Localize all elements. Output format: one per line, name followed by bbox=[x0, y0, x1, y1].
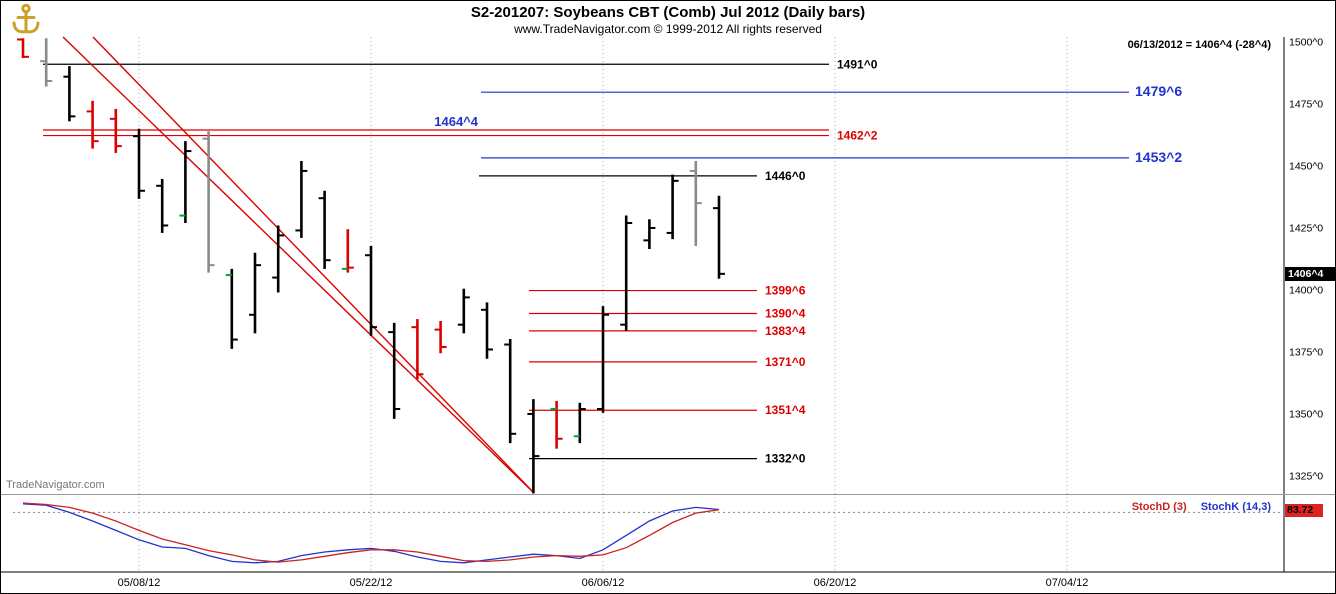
trendline[interactable] bbox=[92, 36, 535, 494]
stochastic-value-badge: 83.72 bbox=[1285, 504, 1323, 517]
level-label: 1462^2 bbox=[837, 129, 878, 143]
last-quote-readout: 06/13/2012 = 1406^4 (-28^4) bbox=[1127, 39, 1271, 51]
stochastic-legend: StochD (3) StochK (14,3) bbox=[1132, 501, 1271, 513]
level-label: 1399^6 bbox=[765, 284, 806, 298]
price-tick-label: 1400^0 bbox=[1289, 284, 1323, 296]
price-tick-label: 1500^0 bbox=[1289, 36, 1323, 48]
level-label: 1371^0 bbox=[765, 355, 806, 369]
level-label: 1332^0 bbox=[765, 452, 806, 466]
last-price-axis-badge: 1406^4 bbox=[1285, 267, 1335, 281]
level-label: 1464^4 bbox=[434, 114, 479, 129]
trendline[interactable] bbox=[62, 36, 535, 494]
level-label: 1390^4 bbox=[765, 307, 806, 321]
stochk-legend-label[interactable]: StochK (14,3) bbox=[1200, 501, 1271, 513]
stoch-d-line bbox=[22, 502, 720, 563]
price-tick-label: 1450^0 bbox=[1289, 160, 1323, 172]
level-label: 1446^0 bbox=[765, 169, 806, 183]
date-axis-label: 06/20/12 bbox=[814, 577, 857, 589]
date-axis-label: 05/22/12 bbox=[350, 577, 393, 589]
level-label: 1479^6 bbox=[1135, 83, 1182, 99]
date-axis-label: 06/06/12 bbox=[582, 577, 625, 589]
stoch-k-line bbox=[22, 503, 720, 564]
price-tick-label: 1475^0 bbox=[1289, 98, 1323, 110]
date-axis-label: 05/08/12 bbox=[118, 577, 161, 589]
price-tick-label: 1350^0 bbox=[1289, 408, 1323, 420]
chart-title: S2-201207: Soybeans CBT (Comb) Jul 2012 … bbox=[470, 4, 866, 21]
date-axis-label: 07/04/12 bbox=[1046, 577, 1089, 589]
price-tick-label: 1325^0 bbox=[1289, 470, 1323, 482]
level-label: 1351^4 bbox=[765, 403, 806, 417]
tradenavigator-anchor-logo-icon bbox=[12, 3, 40, 34]
level-label: 1383^4 bbox=[765, 324, 806, 338]
level-label: 1453^2 bbox=[1135, 149, 1182, 165]
tradenavigator-watermark: TradeNavigator.com bbox=[6, 479, 105, 491]
price-tick-label: 1425^0 bbox=[1289, 222, 1323, 234]
stochd-legend-label[interactable]: StochD (3) bbox=[1131, 501, 1187, 513]
level-label: 1491^0 bbox=[837, 57, 878, 71]
chart-copyright-subtitle: www.TradeNavigator.com © 1999-2012 All r… bbox=[514, 22, 822, 36]
price-tick-label: 1375^0 bbox=[1289, 346, 1323, 358]
